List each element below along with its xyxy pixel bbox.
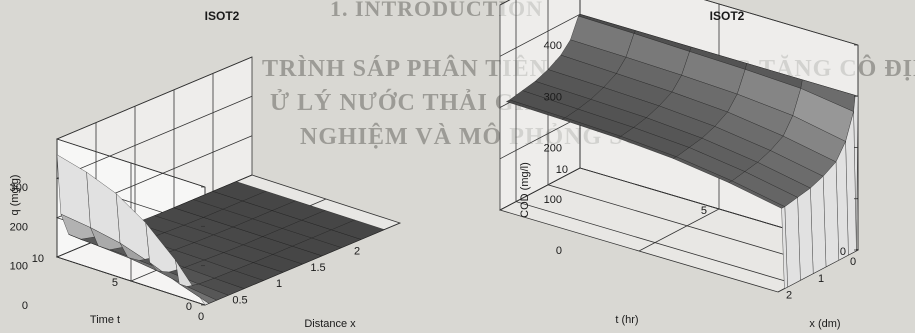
grid-line xyxy=(499,0,859,46)
z-tick-label: 100 xyxy=(10,261,28,273)
z-tick-label: 200 xyxy=(544,143,562,155)
y-tick-label: 5 xyxy=(701,205,707,217)
surface-patch xyxy=(330,219,385,240)
y-tick-label: 10 xyxy=(32,253,44,265)
y-tick-label: 10 xyxy=(556,164,568,176)
x-tick-label: 1 xyxy=(276,278,282,290)
z-tick-label: 200 xyxy=(10,221,28,233)
y-tick-label: 0 xyxy=(186,301,192,313)
z-tick-label: 400 xyxy=(544,40,562,52)
x-tick-label: 0.5 xyxy=(232,295,247,307)
chart-2: ISOT2 0 100 200 300 400 0 1 2 0 5 10 x (dm) t (hr) COD… xyxy=(498,0,860,330)
y-axis-label: t (hr) xyxy=(615,314,638,326)
x-tick-label: 0 xyxy=(198,311,204,323)
x-tick-label: 0 xyxy=(850,256,856,268)
z-tick-label: 100 xyxy=(544,194,562,206)
x-tick-label: 2 xyxy=(786,290,792,302)
z-tick-label: 300 xyxy=(544,91,562,103)
chart-title: ISOT2 xyxy=(205,9,240,23)
x-tick-label: 2 xyxy=(354,245,360,257)
z-tick-label: 300 xyxy=(10,182,28,194)
surface xyxy=(56,154,385,306)
z-axis-label: COD (mg/l) xyxy=(519,162,531,218)
z-axis-label: q (mg/g) xyxy=(9,175,21,216)
z-tick-label: 0 xyxy=(556,245,562,257)
y-tick-label: 5 xyxy=(112,277,118,289)
chart-title: ISOT2 xyxy=(710,9,745,23)
x-tick-label: 1 xyxy=(818,273,824,285)
z-tick-label: 0 xyxy=(22,300,28,312)
x-tick-label: 1.5 xyxy=(310,262,325,274)
x-axis-label: Distance x xyxy=(304,318,356,330)
x-axis-label: x (dm) xyxy=(809,318,840,330)
y-axis-label: Time t xyxy=(90,314,120,326)
surface xyxy=(505,14,859,289)
y-tick-label: 0 xyxy=(840,246,846,258)
chart-1: ISOT2 0 100 200 300 0 0.5 1 1.5 2 0 5 10 Distance x Ti… xyxy=(9,9,402,330)
surface-patch xyxy=(781,206,788,289)
